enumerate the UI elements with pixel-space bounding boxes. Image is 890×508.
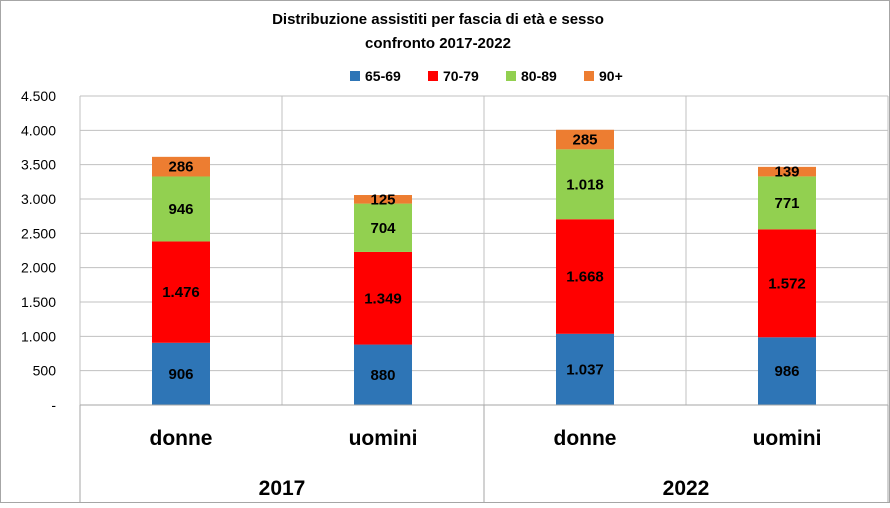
x-category-label: donne: [150, 427, 213, 450]
data-label: 1.572: [768, 275, 806, 292]
legend-label: 90+: [599, 68, 623, 84]
bar-segment: [758, 337, 816, 405]
y-tick-label: 1.000: [21, 328, 56, 344]
bar-segment: [758, 166, 816, 177]
y-tick-label: 3.500: [21, 157, 56, 173]
bar-segment: [354, 195, 412, 204]
bar-segment: [758, 176, 816, 230]
x-category-label: uomini: [753, 427, 822, 450]
legend-swatch: [428, 71, 438, 81]
data-label: 285: [572, 132, 597, 149]
bar-segment: [556, 149, 614, 220]
data-label: 1.476: [162, 284, 200, 301]
data-label: 1.668: [566, 269, 604, 286]
bar-segment: [152, 241, 210, 343]
x-group-label: 2022: [663, 477, 710, 500]
legend-swatch: [506, 71, 516, 81]
bar-segment: [354, 251, 412, 345]
legend-label: 80-89: [521, 68, 557, 84]
bar-segment: [152, 176, 210, 242]
bar-segment: [758, 229, 816, 338]
legend: 65-69 70-79 80-89 90+: [350, 68, 623, 84]
bar-segment: [152, 342, 210, 405]
chart-title: Distribuzione assistiti per fascia di et…: [272, 11, 604, 28]
bars: 906 1.476 946 286 880 1.349 704 125 1.037 1.668 1.…: [152, 129, 816, 405]
data-label: 880: [370, 367, 395, 384]
x-axis: donne uomini donne uomini 2017 2022: [79, 404, 889, 503]
data-label: 1.018: [566, 176, 604, 193]
legend-label: 70-79: [443, 68, 479, 84]
data-label: 704: [370, 220, 396, 237]
data-label: 286: [168, 159, 193, 176]
y-tick-label: 500: [33, 363, 57, 379]
bar-segment: [152, 156, 210, 177]
bar-segment: [354, 344, 412, 405]
y-tick-label: 3.000: [21, 191, 56, 207]
y-tick-label: 4.500: [21, 88, 56, 104]
data-label: 771: [774, 195, 799, 212]
data-label: 1.037: [566, 361, 604, 378]
data-label: 986: [774, 363, 799, 380]
bar-segment: [354, 203, 412, 252]
legend-swatch: [584, 71, 594, 81]
y-tick-label: 2.000: [21, 260, 56, 276]
y-tick-label: 2.500: [21, 225, 56, 241]
data-label: 139: [774, 164, 799, 181]
bar-segment: [556, 129, 614, 150]
x-category-label: donne: [554, 427, 617, 450]
x-category-label: uomini: [349, 427, 418, 450]
data-label: 906: [168, 366, 193, 383]
data-label: 125: [370, 191, 395, 208]
chart-subtitle: confronto 2017-2022: [365, 35, 511, 52]
legend-label: 65-69: [365, 68, 401, 84]
bar-segment: [556, 219, 614, 334]
y-tick-label: 1.500: [21, 294, 56, 310]
legend-swatch: [350, 71, 360, 81]
y-axis: - 500 1.000 1.500 2.000 2.500 3.000 3.500 4.000 4…: [21, 88, 56, 413]
y-tick-label: 4.000: [21, 122, 56, 138]
y-tick-label: -: [51, 397, 56, 413]
bar-segment: [556, 333, 614, 405]
x-group-label: 2017: [259, 477, 306, 500]
data-label: 1.349: [364, 290, 402, 307]
data-label: 946: [168, 201, 193, 218]
